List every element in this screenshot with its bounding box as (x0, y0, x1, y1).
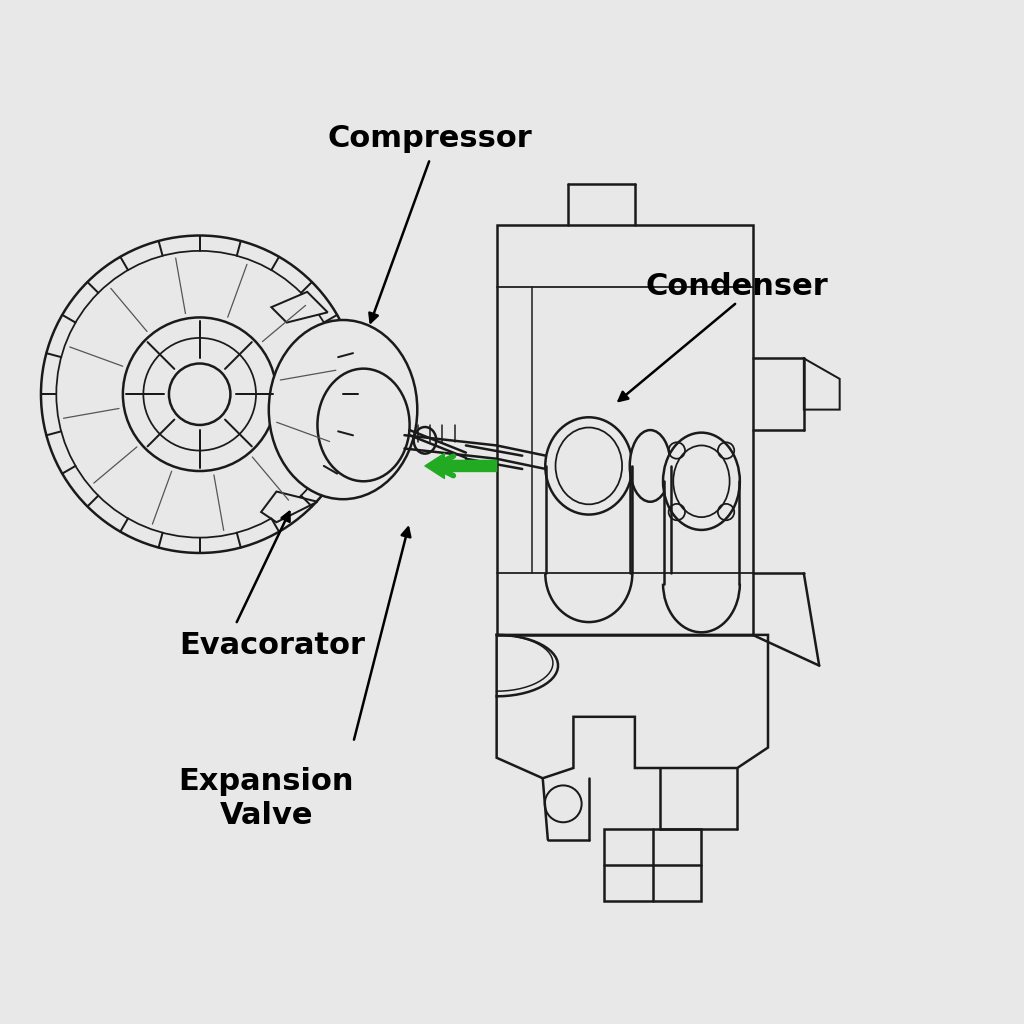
Ellipse shape (317, 369, 410, 481)
Ellipse shape (545, 418, 632, 514)
Text: Condenser: Condenser (646, 272, 828, 301)
Polygon shape (261, 492, 317, 522)
Ellipse shape (630, 430, 671, 502)
Text: Compressor: Compressor (328, 124, 532, 153)
Text: Evacorator: Evacorator (179, 631, 366, 659)
Ellipse shape (414, 427, 436, 454)
Ellipse shape (664, 432, 739, 530)
Ellipse shape (268, 319, 418, 500)
Text: Expansion
Valve: Expansion Valve (178, 767, 354, 830)
Polygon shape (271, 292, 328, 323)
